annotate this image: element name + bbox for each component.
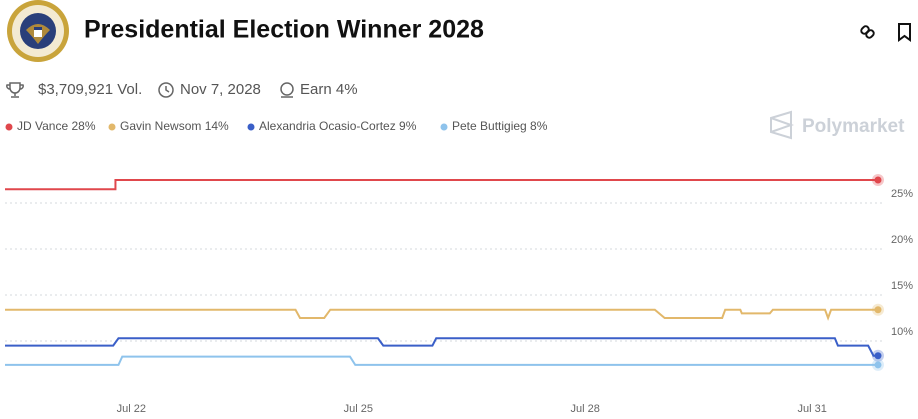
clock-icon — [158, 82, 174, 98]
y-tick-label: 15% — [891, 280, 913, 292]
x-tick-label: Jul 25 — [344, 403, 373, 415]
legend-dot — [108, 123, 116, 131]
end-date: Nov 7, 2028 — [180, 81, 261, 98]
trophy-icon — [6, 82, 24, 98]
series-line — [5, 337, 878, 357]
earn: Earn 4% — [300, 81, 358, 98]
end-dot — [874, 176, 882, 184]
seal-icon — [7, 0, 69, 62]
legend-label: JD Vance 28% — [17, 119, 96, 133]
legend-label: Gavin Newsom 14% — [120, 119, 229, 133]
watermark-logo — [770, 110, 795, 140]
x-tick-label: Jul 28 — [571, 403, 600, 415]
legend-dot — [440, 123, 448, 131]
series-line — [5, 355, 878, 366]
link-button[interactable] — [860, 25, 875, 39]
end-dot — [874, 361, 882, 369]
legend-label: Pete Buttigieg 8% — [452, 119, 548, 133]
page-title: Presidential Election Winner 2028 — [84, 16, 484, 44]
end-dot — [874, 352, 882, 360]
y-tick-label: 20% — [891, 234, 913, 246]
y-tick-label: 10% — [891, 326, 913, 338]
volume: $3,709,921 Vol. — [38, 81, 142, 98]
x-tick-label: Jul 31 — [798, 403, 827, 415]
bookmark-button[interactable] — [898, 23, 911, 42]
end-dot — [874, 306, 882, 314]
y-tick-label: 25% — [891, 188, 913, 200]
earn-icon — [280, 82, 294, 98]
series-line — [5, 308, 878, 321]
legend-dot — [5, 123, 13, 131]
series-line — [5, 179, 878, 191]
legend-dot — [247, 123, 255, 131]
watermark: Polymarket — [802, 116, 905, 137]
legend-label: Alexandria Ocasio-Cortez 9% — [259, 119, 417, 133]
x-tick-label: Jul 22 — [117, 403, 146, 415]
